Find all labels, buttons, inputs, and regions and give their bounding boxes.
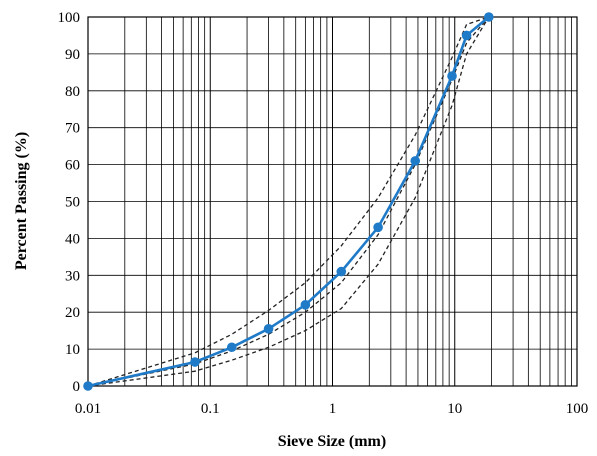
envelope-line <box>87 16 490 387</box>
y-tick-label: 10 <box>65 342 80 358</box>
y-tick-labels: 0 10 20 30 40 50 60 70 80 90 100 <box>58 10 81 395</box>
x-tick-label: 100 <box>566 401 589 417</box>
y-tick-label: 60 <box>65 158 80 174</box>
envelope-line <box>87 16 490 387</box>
gradation-point <box>190 357 200 367</box>
gradation-point <box>461 30 472 41</box>
x-tick-label: 0.1 <box>201 401 220 417</box>
envelope-line <box>87 16 490 387</box>
x-tick-label: 1 <box>329 401 337 417</box>
y-tick-label: 100 <box>58 10 81 26</box>
y-tick-label: 40 <box>65 231 80 247</box>
y-tick-label: 50 <box>65 195 80 211</box>
y-tick-label: 90 <box>65 47 80 63</box>
x-tick-label: 0.01 <box>75 401 101 417</box>
x-axis-title: Sieve Size (mm) <box>278 433 386 450</box>
y-tick-label: 70 <box>65 121 80 137</box>
x-tick-labels: 0.01 0.1 1 10 100 <box>75 401 588 417</box>
data-series <box>83 12 494 391</box>
gradation-point <box>263 324 274 334</box>
y-tick-label: 0 <box>73 379 81 395</box>
grid-lines <box>88 17 577 386</box>
y-axis-title: Percent Passing (%) <box>13 132 30 270</box>
gradation-point <box>484 12 494 22</box>
gradation-point <box>336 266 347 277</box>
gradation-point <box>410 156 421 166</box>
y-tick-label: 30 <box>65 268 80 284</box>
gradation-point <box>447 71 457 81</box>
gradation-point <box>83 381 93 391</box>
y-tick-label: 20 <box>65 305 80 321</box>
x-tick-label: 10 <box>447 401 462 417</box>
plot-frame <box>87 16 578 387</box>
gradation-point <box>373 222 383 233</box>
gradation-point <box>226 342 237 353</box>
gradation-point <box>300 300 311 310</box>
y-tick-label: 80 <box>65 84 80 100</box>
